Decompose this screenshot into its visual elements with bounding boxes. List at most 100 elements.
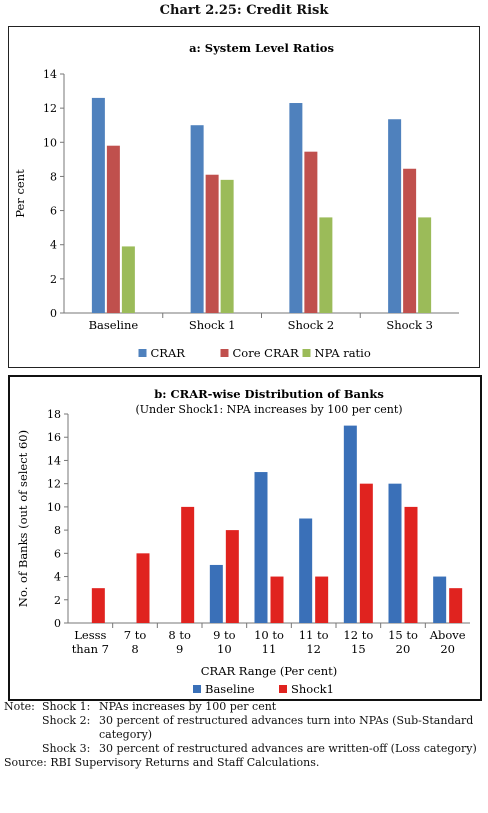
- y-tick-label: 2: [50, 273, 57, 286]
- note-text-3: 30 percent of restructured advances are …: [99, 742, 477, 755]
- bar-baseline: [254, 472, 268, 623]
- note-label: Note:: [4, 700, 35, 713]
- y-tick-label: 16: [47, 431, 61, 444]
- x-axis-label: CRAR Range (Per cent): [201, 664, 338, 678]
- source-line: Source: RBI Supervisory Returns and Staf…: [4, 756, 320, 769]
- x-tick-label: Above: [429, 628, 466, 642]
- x-tick-label: Shock 3: [386, 318, 433, 332]
- x-tick-label: 10: [217, 642, 232, 656]
- note-shock-3: Shock 3:: [42, 742, 91, 755]
- bar-baseline: [388, 483, 402, 623]
- bar-crar: [190, 125, 204, 313]
- y-tick-label: 4: [50, 239, 57, 252]
- bar-shock1: [270, 576, 284, 623]
- legend-label: CRAR: [151, 346, 186, 360]
- bar-shock1: [136, 553, 150, 623]
- chart-title: b: CRAR-wise Distribution of Banks: [154, 387, 384, 401]
- bar-shock1: [91, 588, 105, 623]
- y-tick-label: 6: [50, 205, 57, 218]
- legend-label: Shock1: [291, 682, 334, 696]
- note-text-1: NPAs increases by 100 per cent: [99, 700, 277, 713]
- bar-shock1: [449, 588, 463, 623]
- y-tick-label: 2: [54, 594, 61, 607]
- x-tick-label: 8: [131, 642, 138, 656]
- x-tick-label: than 7: [72, 642, 109, 656]
- bar-core-crar: [205, 174, 219, 313]
- bar-npa-ratio: [418, 217, 432, 313]
- x-tick-label: 20: [440, 642, 455, 656]
- x-tick-label: 11: [262, 642, 277, 656]
- note-shock-1: Shock 1:: [42, 700, 91, 713]
- bar-shock1: [404, 506, 418, 623]
- bar-crar: [388, 119, 402, 313]
- chart-panel-b: b: CRAR-wise Distribution of Banks (Under…: [8, 375, 482, 701]
- bar-npa-ratio: [319, 217, 333, 313]
- y-tick-label: 12: [47, 478, 61, 491]
- notes-section: Note: Shock 1: NPAs increases by 100 per…: [4, 700, 488, 770]
- y-tick-label: 8: [54, 524, 61, 537]
- chart-a-svg: a: System Level Ratios 0 2 4 6 8 10 12 14 Per cen…: [13, 41, 459, 360]
- chart-b-svg: b: CRAR-wise Distribution of Banks (Under…: [16, 387, 470, 696]
- legend-label: Core CRAR: [233, 346, 299, 360]
- x-tick-label: 8 to: [168, 628, 191, 642]
- note-shock-2: Shock 2:: [42, 714, 91, 727]
- bar-core-crar: [403, 168, 417, 313]
- legend-swatch: [193, 685, 201, 693]
- chart-subtitle: (Under Shock1: NPA increases by 100 per …: [135, 403, 402, 416]
- x-tick-label: 12: [306, 642, 321, 656]
- y-tick-label: 12: [43, 102, 57, 115]
- bar-baseline: [299, 518, 313, 623]
- chart-panel-a: a: System Level Ratios 0 2 4 6 8 10 12 14 Per cen…: [8, 26, 480, 368]
- bar-baseline: [433, 576, 447, 623]
- bar-core-crar: [106, 145, 120, 313]
- legend-swatch: [138, 349, 147, 357]
- bar-crar: [289, 103, 303, 314]
- note-row-1: Note: Shock 1: NPAs increases by 100 per…: [4, 700, 488, 714]
- y-tick-label: 0: [50, 307, 57, 320]
- bar-npa-ratio: [121, 246, 135, 313]
- y-tick-label: 4: [54, 571, 61, 584]
- x-tick-label: 12 to: [343, 628, 373, 642]
- x-tick-label: 9 to: [213, 628, 236, 642]
- legend-label: NPA ratio: [315, 346, 371, 360]
- x-tick-label: Shock 2: [288, 318, 335, 332]
- x-tick-label: 9: [176, 642, 183, 656]
- legend-swatch: [220, 349, 229, 357]
- x-tick-label: Baseline: [89, 318, 139, 332]
- x-tick-label: 15 to: [388, 628, 418, 642]
- x-tick-label: 20: [396, 642, 411, 656]
- y-axis-label: Per cent: [13, 169, 27, 218]
- y-tick-label: 14: [47, 454, 61, 467]
- bar-shock1: [181, 506, 195, 623]
- x-tick-label: Shock 1: [189, 318, 236, 332]
- note-text-2: 30 percent of restructured advances turn…: [99, 714, 474, 741]
- chart-title: a: System Level Ratios: [189, 41, 334, 55]
- legend-swatch: [279, 685, 287, 693]
- bar-baseline: [209, 564, 223, 623]
- page-title: Chart 2.25: Credit Risk: [159, 3, 329, 18]
- y-tick-label: 0: [54, 617, 61, 630]
- x-tick-label: 10 to: [254, 628, 284, 642]
- bar-crar: [91, 97, 105, 314]
- note-row-2: Shock 2: 30 percent of restructured adva…: [4, 714, 488, 742]
- legend-label: Baseline: [205, 682, 255, 696]
- y-tick-label: 8: [50, 170, 57, 183]
- x-tick-label: 11 to: [299, 628, 329, 642]
- bar-shock1: [315, 576, 329, 623]
- y-tick-label: 18: [47, 408, 61, 421]
- y-axis-label: No. of Banks (out of select 60): [16, 430, 30, 607]
- note-row-3: Shock 3: 30 percent of restructured adva…: [4, 742, 488, 756]
- y-tick-label: 14: [43, 68, 57, 81]
- bar-baseline: [343, 425, 357, 623]
- bar-shock1: [225, 530, 239, 623]
- y-tick-label: 6: [54, 547, 61, 560]
- bar-core-crar: [304, 151, 318, 313]
- y-tick-label: 10: [47, 501, 61, 514]
- x-tick-label: 15: [351, 642, 366, 656]
- y-tick-label: 10: [43, 136, 57, 149]
- bar-shock1: [359, 483, 373, 623]
- bar-npa-ratio: [220, 179, 234, 313]
- x-tick-label: Lesss: [74, 628, 106, 642]
- x-tick-label: 7 to: [124, 628, 147, 642]
- legend-swatch: [302, 349, 311, 357]
